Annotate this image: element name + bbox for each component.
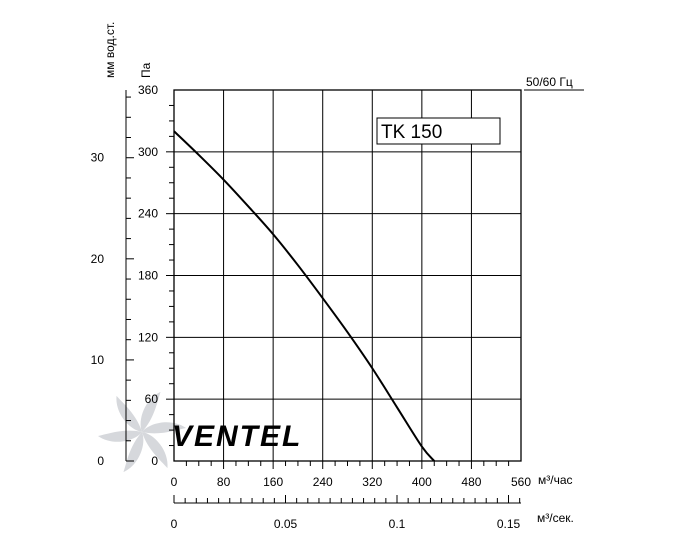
x-tick-label-m3h: 480 — [461, 475, 481, 489]
y-tick-label-pa: 0 — [151, 454, 158, 468]
x-axis-label-m3s: м³/сек. — [537, 511, 574, 525]
watermark-fan-blade — [140, 391, 161, 432]
watermark-fan-blade — [98, 430, 142, 442]
x-tick-label-m3h: 240 — [313, 475, 333, 489]
x-tick-label-m3s: 0.15 — [497, 517, 521, 531]
x-axis-label-m3h: м³/час — [538, 473, 573, 487]
x-tick-label-m3s: 0.1 — [389, 517, 406, 531]
model-label-box: TK 150 — [376, 117, 501, 145]
ventel-watermark: VENTEL — [98, 391, 302, 473]
model-label: TK 150 — [381, 122, 442, 143]
series-layer — [173, 130, 436, 462]
watermark-fan-blade — [123, 432, 144, 473]
x-tick-label-m3h: 320 — [362, 475, 382, 489]
y-tick-label-mm: 10 — [91, 353, 105, 367]
y-axis-label-pa: Па — [139, 62, 153, 78]
watermark-fan-blade — [142, 422, 186, 434]
y-tick-label-pa: 120 — [138, 330, 158, 344]
frequency-label: 50/60 Гц — [526, 75, 573, 89]
x-tick-label-m3h: 0 — [171, 475, 178, 489]
x-tick-label-m3h: 160 — [263, 475, 283, 489]
tick-labels: 0 80 160 240 320 400 480 5600601201802403003600… — [91, 83, 532, 531]
y-axis-label-mm: мм вод.ст. — [103, 22, 117, 78]
watermark-fan-blade — [142, 432, 168, 469]
x-tick-label-m3s: 0.05 — [274, 517, 298, 531]
watermark-text: VENTEL — [172, 420, 302, 453]
performance-curve — [173, 130, 436, 462]
y-tick-label-mm: 0 — [97, 454, 104, 468]
y-tick-label-pa: 180 — [138, 269, 158, 283]
x-tick-label-m3h: 80 — [217, 475, 231, 489]
x-tick-label-m3h: 560 — [511, 475, 531, 489]
y-tick-label-pa: 60 — [145, 392, 159, 406]
y-tick-label-pa: 300 — [138, 145, 158, 159]
x-tick-label-m3h: 400 — [412, 475, 432, 489]
watermark-fan-blade — [116, 395, 142, 432]
x-tick-label-m3s: 0 — [171, 517, 178, 531]
chart-grid — [174, 90, 521, 461]
y-tick-label-mm: 30 — [91, 151, 105, 165]
y-tick-label-pa: 360 — [138, 83, 158, 97]
chart-axes — [125, 90, 521, 504]
y-tick-label-pa: 240 — [138, 207, 158, 221]
y-tick-label-mm: 20 — [91, 252, 105, 266]
